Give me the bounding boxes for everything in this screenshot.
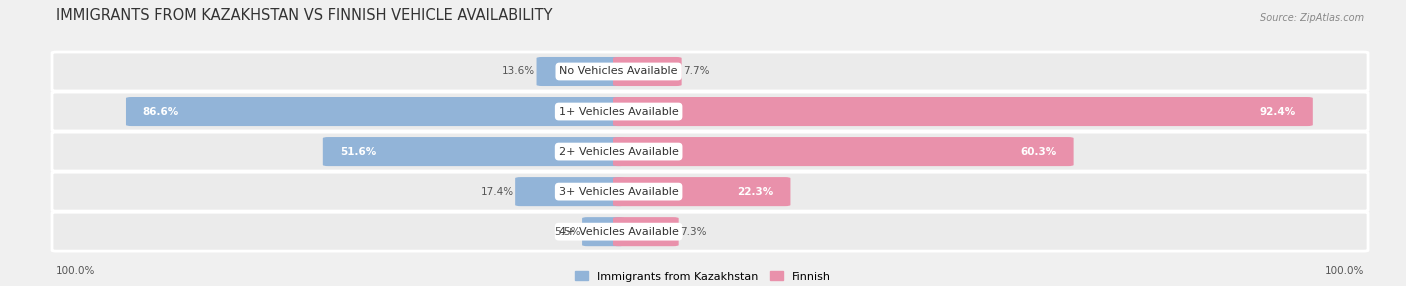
Text: 51.6%: 51.6% [340,147,375,156]
Text: 13.6%: 13.6% [502,67,536,76]
Text: 100.0%: 100.0% [1324,266,1364,276]
Text: 92.4%: 92.4% [1260,107,1296,116]
Text: 4+ Vehicles Available: 4+ Vehicles Available [558,227,679,237]
Text: Source: ZipAtlas.com: Source: ZipAtlas.com [1260,13,1364,23]
Text: 17.4%: 17.4% [481,187,513,196]
Text: 5.5%: 5.5% [554,227,581,237]
Legend: Immigrants from Kazakhstan, Finnish: Immigrants from Kazakhstan, Finnish [571,267,835,286]
Text: 1+ Vehicles Available: 1+ Vehicles Available [558,107,679,116]
Text: 60.3%: 60.3% [1021,147,1057,156]
Text: No Vehicles Available: No Vehicles Available [560,67,678,76]
Text: 100.0%: 100.0% [56,266,96,276]
Text: 7.7%: 7.7% [683,67,710,76]
Text: 3+ Vehicles Available: 3+ Vehicles Available [558,187,679,196]
Text: 2+ Vehicles Available: 2+ Vehicles Available [558,147,679,156]
Text: 7.3%: 7.3% [681,227,707,237]
Text: 22.3%: 22.3% [737,187,773,196]
Text: 86.6%: 86.6% [143,107,179,116]
Text: IMMIGRANTS FROM KAZAKHSTAN VS FINNISH VEHICLE AVAILABILITY: IMMIGRANTS FROM KAZAKHSTAN VS FINNISH VE… [56,8,553,23]
